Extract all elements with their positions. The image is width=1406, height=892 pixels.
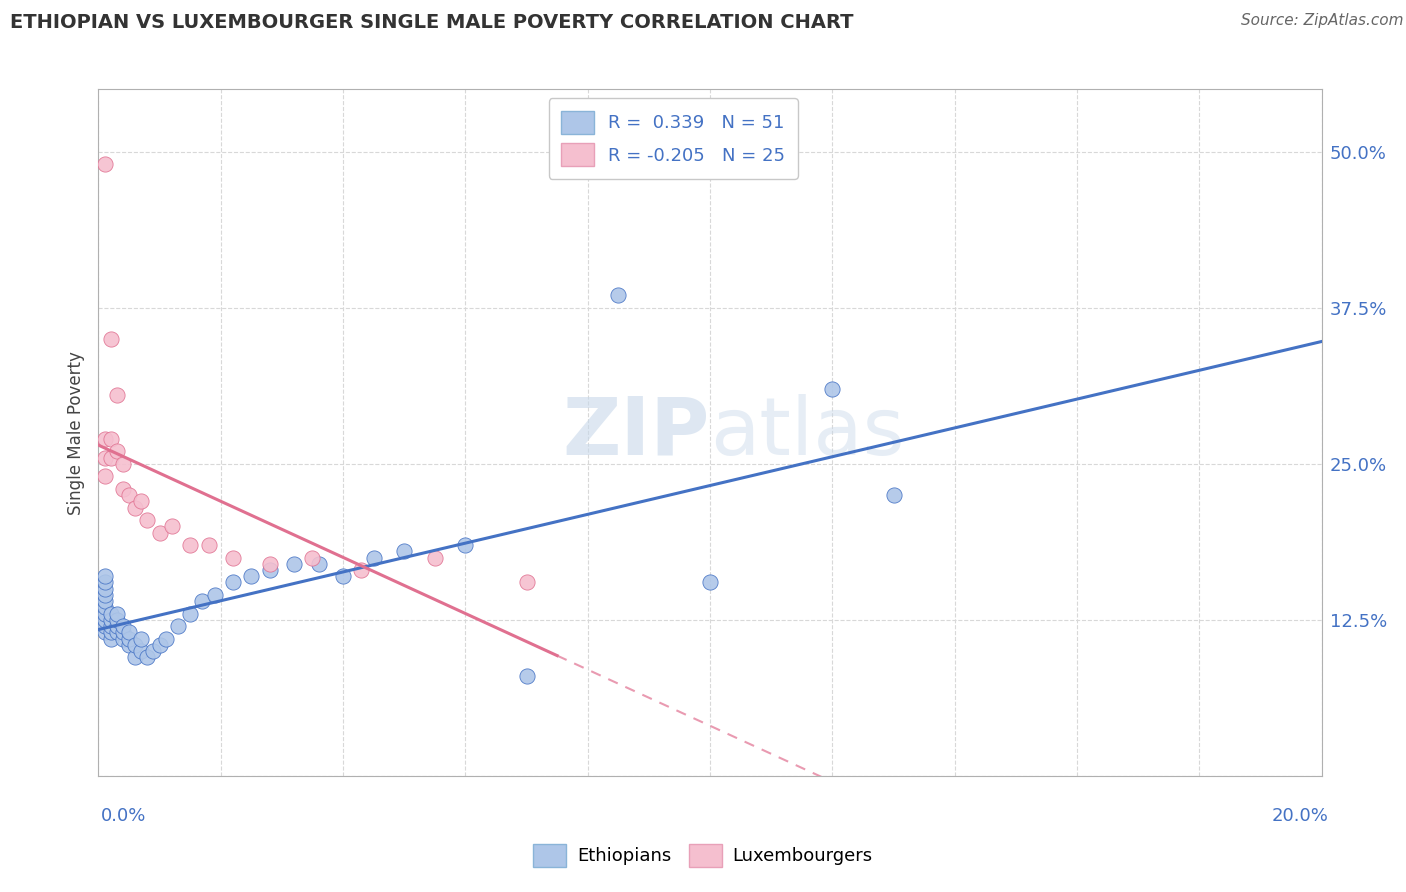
- Point: [136, 513, 159, 527]
- Point: [100, 619, 122, 633]
- Point: [204, 588, 226, 602]
- Point: [259, 557, 281, 571]
- Point: [118, 625, 141, 640]
- Point: [883, 488, 905, 502]
- Text: 0.0%: 0.0%: [101, 807, 146, 825]
- Point: [332, 569, 354, 583]
- Point: [105, 625, 128, 640]
- Point: [308, 557, 330, 571]
- Point: [100, 450, 122, 465]
- Point: [301, 550, 323, 565]
- Point: [167, 619, 190, 633]
- Point: [149, 525, 172, 540]
- Point: [136, 650, 159, 665]
- Legend: R =  0.339   N = 51, R = -0.205   N = 25: R = 0.339 N = 51, R = -0.205 N = 25: [548, 98, 799, 179]
- Y-axis label: Single Male Poverty: Single Male Poverty: [67, 351, 86, 515]
- Point: [105, 607, 128, 621]
- Point: [105, 619, 128, 633]
- Point: [111, 457, 134, 471]
- Point: [155, 632, 177, 646]
- Point: [100, 613, 122, 627]
- Point: [93, 569, 115, 583]
- Text: 20.0%: 20.0%: [1272, 807, 1329, 825]
- Point: [240, 569, 263, 583]
- Point: [607, 288, 630, 302]
- Point: [105, 388, 128, 402]
- Point: [179, 538, 201, 552]
- Point: [93, 588, 115, 602]
- Point: [197, 538, 219, 552]
- Point: [129, 644, 152, 658]
- Point: [118, 638, 141, 652]
- Point: [699, 575, 721, 590]
- Point: [222, 550, 245, 565]
- Point: [111, 619, 134, 633]
- Point: [93, 432, 115, 446]
- Point: [93, 582, 115, 596]
- Point: [111, 625, 134, 640]
- Point: [100, 332, 122, 346]
- Point: [124, 638, 146, 652]
- Point: [222, 575, 245, 590]
- Point: [142, 644, 165, 658]
- Point: [149, 638, 172, 652]
- Text: ETHIOPIAN VS LUXEMBOURGER SINGLE MALE POVERTY CORRELATION CHART: ETHIOPIAN VS LUXEMBOURGER SINGLE MALE PO…: [10, 13, 853, 32]
- Point: [105, 613, 128, 627]
- Point: [350, 563, 373, 577]
- Point: [124, 500, 146, 515]
- Point: [363, 550, 385, 565]
- Point: [100, 432, 122, 446]
- Point: [124, 650, 146, 665]
- Point: [93, 625, 115, 640]
- Point: [93, 619, 115, 633]
- Point: [93, 575, 115, 590]
- Point: [105, 444, 128, 458]
- Point: [100, 607, 122, 621]
- Point: [392, 544, 416, 558]
- Point: [93, 450, 115, 465]
- Point: [516, 575, 538, 590]
- Point: [821, 382, 844, 396]
- Point: [259, 563, 281, 577]
- Legend: Ethiopians, Luxembourgers: Ethiopians, Luxembourgers: [526, 837, 880, 874]
- Text: Source: ZipAtlas.com: Source: ZipAtlas.com: [1240, 13, 1403, 29]
- Point: [93, 600, 115, 615]
- Point: [454, 538, 477, 552]
- Point: [93, 157, 115, 171]
- Point: [118, 632, 141, 646]
- Point: [423, 550, 446, 565]
- Point: [129, 494, 152, 508]
- Point: [93, 613, 115, 627]
- Point: [129, 632, 152, 646]
- Point: [516, 669, 538, 683]
- Point: [93, 607, 115, 621]
- Point: [100, 632, 122, 646]
- Point: [93, 594, 115, 608]
- Point: [93, 469, 115, 483]
- Point: [111, 632, 134, 646]
- Text: ZIP: ZIP: [562, 393, 710, 472]
- Point: [179, 607, 201, 621]
- Point: [118, 488, 141, 502]
- Text: atlas: atlas: [710, 393, 904, 472]
- Point: [100, 625, 122, 640]
- Point: [160, 519, 183, 533]
- Point: [191, 594, 214, 608]
- Point: [111, 482, 134, 496]
- Point: [283, 557, 305, 571]
